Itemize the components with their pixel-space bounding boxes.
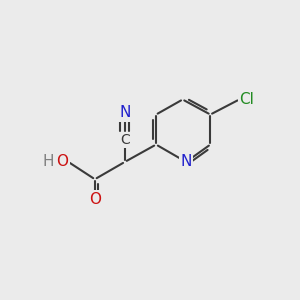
Text: O: O [89,192,101,207]
Text: N: N [180,154,192,169]
Text: N: N [119,105,130,120]
Text: C: C [120,133,130,147]
Text: Cl: Cl [239,92,254,107]
Text: O: O [56,154,68,169]
Text: H: H [43,154,54,169]
